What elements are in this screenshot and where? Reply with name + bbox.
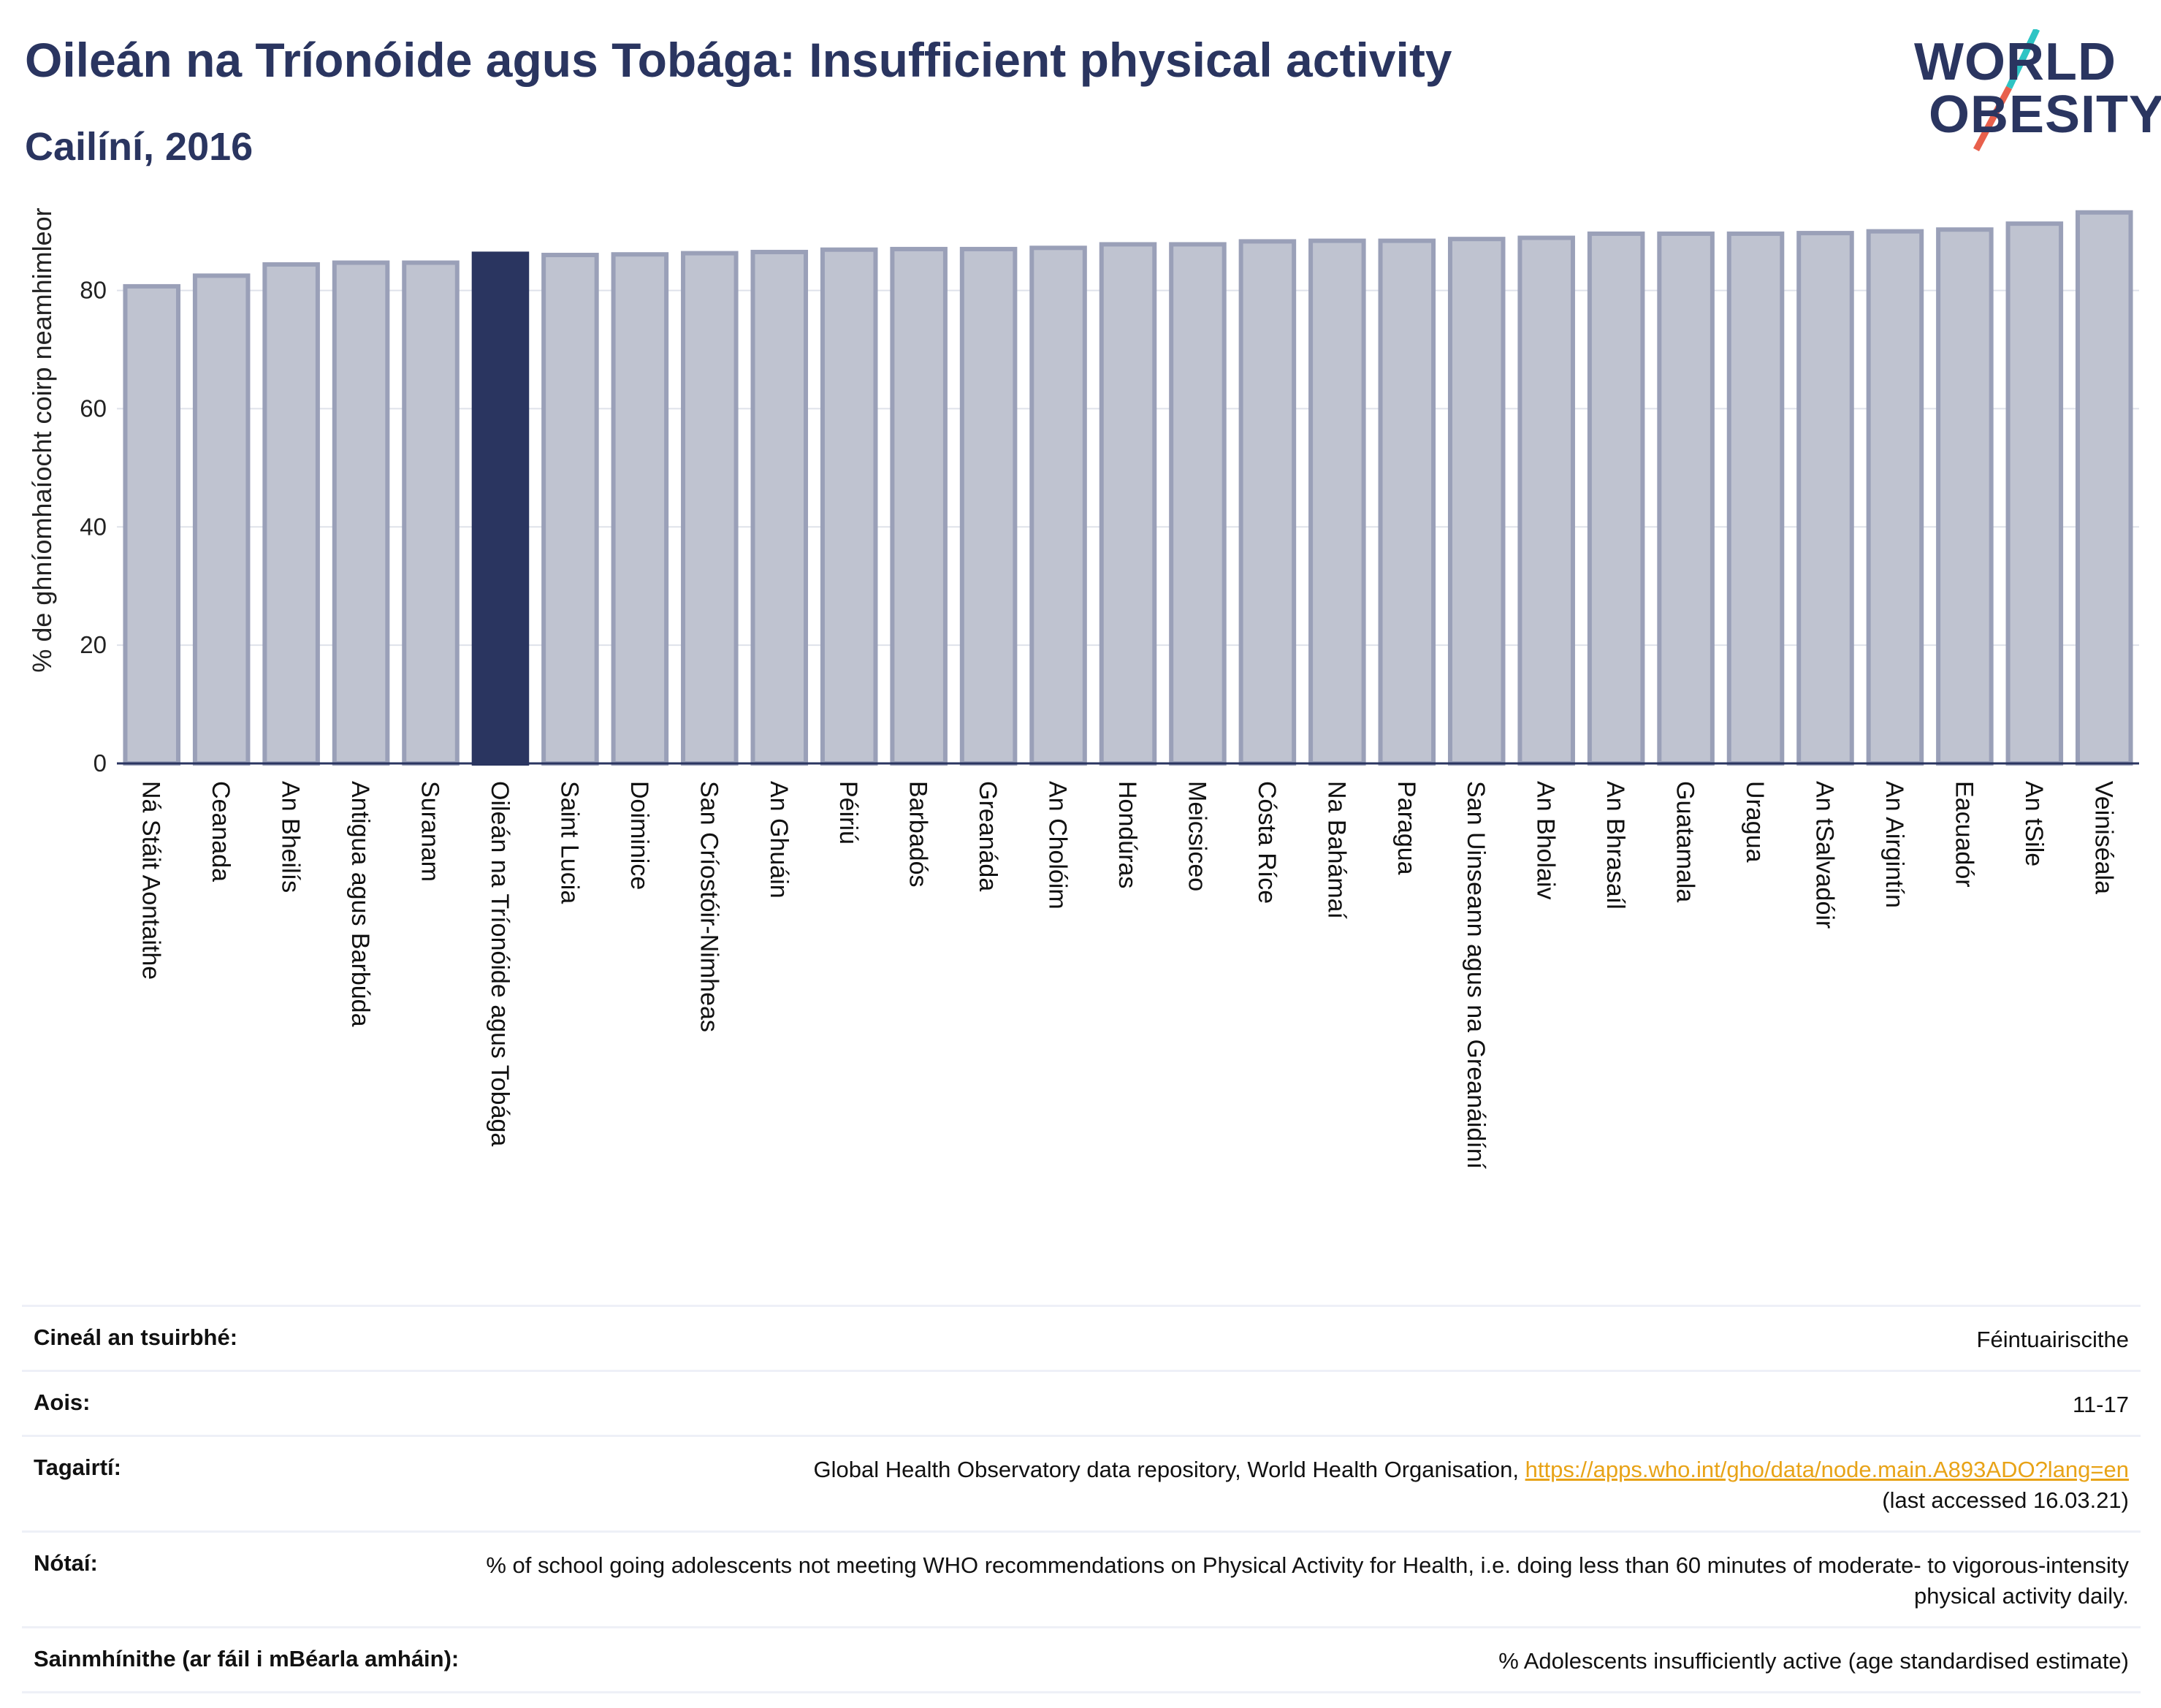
y-tick-label: 40 [80, 513, 107, 540]
bar [1447, 237, 1506, 766]
bar [1726, 231, 1785, 766]
bar [1866, 229, 1924, 766]
x-tick-label: An Ghuáin [765, 781, 793, 899]
logo-slash-icon [1973, 29, 2040, 152]
bar [2005, 221, 2064, 766]
x-tick-label: Meicsiceo [1183, 781, 1211, 891]
bar [1169, 242, 1227, 766]
meta-row-references: Tagairtí: Global Health Observatory data… [22, 1435, 2141, 1530]
x-tick-label: Barbadós [904, 781, 932, 888]
bar [1517, 235, 1575, 766]
y-tick-label: 20 [80, 631, 107, 658]
meta-row-notes: Nótaí: % of school going adolescents not… [22, 1530, 2141, 1626]
meta-row-definitions: Sainmhínithe (ar fáil i mBéarla amháin):… [22, 1626, 2141, 1693]
x-tick-label: Paragua [1392, 781, 1420, 875]
bar [1238, 239, 1297, 766]
x-tick-label: Saint Lucia [555, 781, 583, 904]
bar [890, 246, 948, 766]
x-tick-label: Doiminice [625, 781, 653, 890]
x-tick-label: An Airgintín [1880, 781, 1908, 908]
x-tick-label: Na Bahámaí [1322, 781, 1350, 920]
x-tick-label: Ceanada [207, 781, 235, 882]
x-tick-label: Antigua agus Barbúda [346, 781, 374, 1027]
bar [750, 249, 809, 766]
bar [1657, 231, 1715, 766]
logo-line2: OBESITY [1929, 85, 2161, 144]
y-tick-label: 60 [80, 394, 107, 422]
meta-row-age: Aois: 11-17 [22, 1370, 2141, 1435]
bar [1378, 238, 1436, 766]
x-tick-label: Ná Stáit Aontaithe [137, 781, 165, 980]
bar [1796, 231, 1854, 766]
x-tick-label: Hondúras [1113, 781, 1141, 888]
x-tick-label: An Bholaiv [1532, 781, 1560, 900]
bar [402, 260, 460, 766]
bar [262, 262, 320, 766]
y-tick-label: 80 [80, 277, 107, 304]
y-tick-label: 0 [94, 750, 107, 777]
reference-text: Global Health Observatory data repositor… [813, 1457, 1525, 1482]
chart-subtitle: Cailíní, 2016 [25, 125, 254, 169]
bar [471, 251, 530, 766]
x-tick-label: Greanáda [974, 781, 1002, 891]
x-tick-label: Veiniséala [2089, 781, 2117, 894]
x-tick-label: San Uinseann agus na Greanáidíní [1462, 781, 1490, 1170]
bar-chart: 0 20 40 60 80 % de ghníomhaíocht coirp neamhi… [27, 207, 2139, 1170]
x-tick-label: An tSalvadóir [1810, 781, 1838, 929]
bar [1029, 245, 1087, 766]
x-tick-label: Cósta Ríce [1253, 781, 1281, 904]
bar [611, 252, 669, 766]
metadata-table: Cineál an tsuirbhé: Féintuairiscithe Aoi… [22, 1305, 2141, 1693]
bar [681, 251, 739, 766]
x-tick-label: Uragua [1741, 781, 1769, 863]
bar [1587, 231, 1645, 766]
world-obesity-logo: WORLD OBESITY [1899, 29, 2161, 161]
x-tick-label: An Cholóim [1044, 781, 1072, 910]
reference-link[interactable]: https://apps.who.int/gho/data/node.main.… [1525, 1457, 2129, 1482]
bar [123, 283, 180, 766]
x-tick-label: Eacuadór [1950, 781, 1978, 888]
bar [1936, 227, 1994, 766]
x-tick-label: Guatamala [1672, 781, 1699, 902]
x-tick-label: An tSile [2020, 781, 2048, 866]
x-tick-label: Suranam [416, 781, 444, 882]
meta-row-survey-type: Cineál an tsuirbhé: Féintuairiscithe [22, 1305, 2141, 1370]
bar [820, 247, 878, 766]
chart-title: Oileán na Tríonóide agus Tobága: Insuffi… [25, 33, 1452, 87]
bar [192, 273, 251, 766]
bar [2076, 210, 2133, 766]
x-tick-label: Oileán na Tríonóide agus Tobága [486, 781, 514, 1146]
bar [1308, 238, 1366, 766]
x-tick-label: Péiriú [834, 781, 862, 845]
bar [959, 246, 1018, 766]
x-tick-label: An Bhrasaíl [1601, 781, 1629, 910]
reference-accessed: (last accessed 16.03.21) [1882, 1487, 2129, 1513]
y-axis-label: % de ghníomhaíocht coirp neamhimleor [27, 207, 57, 672]
bar [332, 260, 390, 766]
bar [1099, 242, 1157, 766]
x-tick-label: San Críostóir-Nimheas [695, 781, 723, 1032]
logo-line1: WORLD [1914, 33, 2116, 91]
x-tick-label: An Bheilís [277, 781, 305, 893]
bar [541, 253, 599, 766]
